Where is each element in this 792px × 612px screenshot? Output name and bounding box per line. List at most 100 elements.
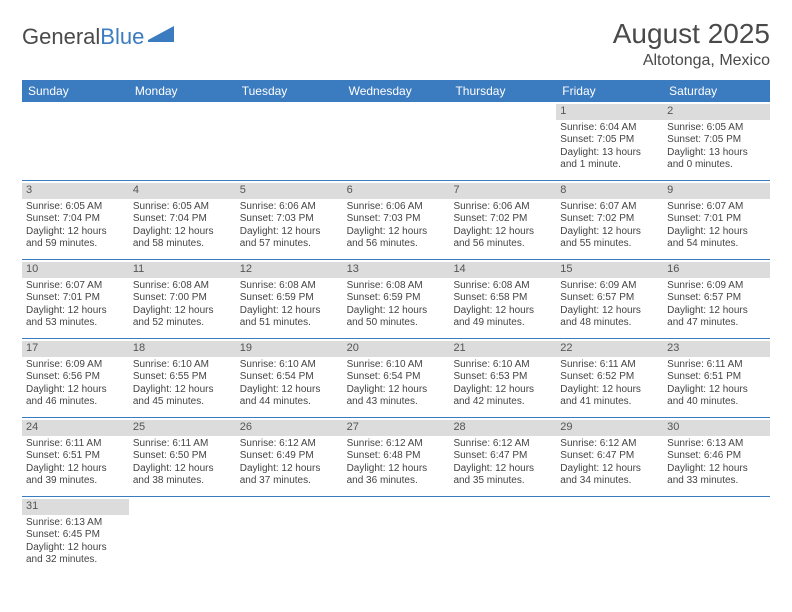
day-number: 20 xyxy=(343,341,450,357)
day-cell xyxy=(129,102,236,180)
day-cell: 19Sunrise: 6:10 AMSunset: 6:54 PMDayligh… xyxy=(236,339,343,417)
day-detail: Daylight: 12 hours xyxy=(560,305,659,318)
day-number: 2 xyxy=(663,104,770,120)
day-cell: 22Sunrise: 6:11 AMSunset: 6:52 PMDayligh… xyxy=(556,339,663,417)
day-number: 7 xyxy=(449,183,556,199)
day-detail: Sunrise: 6:09 AM xyxy=(667,280,766,293)
day-detail: Sunset: 6:46 PM xyxy=(667,450,766,463)
day-detail: and 34 minutes. xyxy=(560,475,659,488)
day-detail: Sunset: 7:01 PM xyxy=(26,292,125,305)
day-detail: Daylight: 12 hours xyxy=(560,463,659,476)
day-detail: Daylight: 12 hours xyxy=(560,384,659,397)
day-detail: Sunset: 6:48 PM xyxy=(347,450,446,463)
day-header: Friday xyxy=(556,80,663,102)
day-detail: Daylight: 12 hours xyxy=(347,384,446,397)
day-cell: 7Sunrise: 6:06 AMSunset: 7:02 PMDaylight… xyxy=(449,181,556,259)
day-detail: and 44 minutes. xyxy=(240,396,339,409)
day-detail: Sunset: 6:54 PM xyxy=(347,371,446,384)
day-detail: and 33 minutes. xyxy=(667,475,766,488)
day-detail: and 55 minutes. xyxy=(560,238,659,251)
day-detail: Sunset: 7:04 PM xyxy=(133,213,232,226)
day-cell xyxy=(129,497,236,575)
day-cell: 24Sunrise: 6:11 AMSunset: 6:51 PMDayligh… xyxy=(22,418,129,496)
day-number: 26 xyxy=(236,420,343,436)
day-cell: 21Sunrise: 6:10 AMSunset: 6:53 PMDayligh… xyxy=(449,339,556,417)
day-detail: Sunset: 7:03 PM xyxy=(240,213,339,226)
day-detail: Sunrise: 6:09 AM xyxy=(560,280,659,293)
day-cell: 29Sunrise: 6:12 AMSunset: 6:47 PMDayligh… xyxy=(556,418,663,496)
day-number: 14 xyxy=(449,262,556,278)
logo-text-1: General xyxy=(22,24,100,50)
day-detail: Sunset: 6:56 PM xyxy=(26,371,125,384)
day-detail: Sunset: 6:58 PM xyxy=(453,292,552,305)
day-detail: and 36 minutes. xyxy=(347,475,446,488)
day-detail: Sunrise: 6:08 AM xyxy=(347,280,446,293)
week-row: 10Sunrise: 6:07 AMSunset: 7:01 PMDayligh… xyxy=(22,260,770,339)
day-detail: Daylight: 12 hours xyxy=(133,384,232,397)
day-number: 10 xyxy=(22,262,129,278)
day-cell xyxy=(343,497,450,575)
day-detail: Daylight: 13 hours xyxy=(560,147,659,160)
week-row: 17Sunrise: 6:09 AMSunset: 6:56 PMDayligh… xyxy=(22,339,770,418)
logo-text-2: Blue xyxy=(100,24,144,50)
day-detail: Sunset: 6:49 PM xyxy=(240,450,339,463)
day-detail: Sunset: 6:47 PM xyxy=(453,450,552,463)
day-number: 17 xyxy=(22,341,129,357)
weeks-container: 1Sunrise: 6:04 AMSunset: 7:05 PMDaylight… xyxy=(22,102,770,575)
day-cell: 9Sunrise: 6:07 AMSunset: 7:01 PMDaylight… xyxy=(663,181,770,259)
day-number: 16 xyxy=(663,262,770,278)
day-number: 1 xyxy=(556,104,663,120)
month-title: August 2025 xyxy=(613,18,770,50)
day-detail: Daylight: 12 hours xyxy=(560,226,659,239)
day-detail: and 48 minutes. xyxy=(560,317,659,330)
day-cell: 3Sunrise: 6:05 AMSunset: 7:04 PMDaylight… xyxy=(22,181,129,259)
day-detail: Daylight: 12 hours xyxy=(240,463,339,476)
day-cell: 23Sunrise: 6:11 AMSunset: 6:51 PMDayligh… xyxy=(663,339,770,417)
day-detail: Sunrise: 6:12 AM xyxy=(347,438,446,451)
day-detail: Sunset: 7:05 PM xyxy=(667,134,766,147)
day-detail: Sunrise: 6:06 AM xyxy=(347,201,446,214)
day-detail: Sunset: 6:50 PM xyxy=(133,450,232,463)
day-number: 18 xyxy=(129,341,236,357)
day-number: 29 xyxy=(556,420,663,436)
day-number: 24 xyxy=(22,420,129,436)
day-number: 27 xyxy=(343,420,450,436)
day-detail: Sunrise: 6:05 AM xyxy=(26,201,125,214)
day-detail: Sunset: 7:02 PM xyxy=(560,213,659,226)
day-number: 31 xyxy=(22,499,129,515)
day-detail: Sunset: 6:52 PM xyxy=(560,371,659,384)
day-detail: and 45 minutes. xyxy=(133,396,232,409)
day-detail: Daylight: 12 hours xyxy=(667,384,766,397)
day-cell: 16Sunrise: 6:09 AMSunset: 6:57 PMDayligh… xyxy=(663,260,770,338)
day-detail: Sunset: 6:57 PM xyxy=(560,292,659,305)
day-detail: Daylight: 12 hours xyxy=(26,463,125,476)
day-detail: Daylight: 12 hours xyxy=(240,384,339,397)
day-detail: Sunset: 6:59 PM xyxy=(347,292,446,305)
day-number: 3 xyxy=(22,183,129,199)
day-cell xyxy=(663,497,770,575)
day-detail: Daylight: 12 hours xyxy=(667,463,766,476)
week-row: 24Sunrise: 6:11 AMSunset: 6:51 PMDayligh… xyxy=(22,418,770,497)
day-detail: Daylight: 12 hours xyxy=(26,384,125,397)
day-cell: 20Sunrise: 6:10 AMSunset: 6:54 PMDayligh… xyxy=(343,339,450,417)
day-detail: and 56 minutes. xyxy=(347,238,446,251)
day-cell: 26Sunrise: 6:12 AMSunset: 6:49 PMDayligh… xyxy=(236,418,343,496)
day-number: 25 xyxy=(129,420,236,436)
day-detail: Sunset: 6:51 PM xyxy=(667,371,766,384)
day-header: Wednesday xyxy=(343,80,450,102)
logo: GeneralBlue xyxy=(22,18,174,50)
day-detail: Sunrise: 6:13 AM xyxy=(26,517,125,530)
day-detail: Sunrise: 6:06 AM xyxy=(453,201,552,214)
day-detail: Sunrise: 6:12 AM xyxy=(560,438,659,451)
day-number: 12 xyxy=(236,262,343,278)
day-cell: 2Sunrise: 6:05 AMSunset: 7:05 PMDaylight… xyxy=(663,102,770,180)
day-number: 5 xyxy=(236,183,343,199)
day-detail: Daylight: 12 hours xyxy=(133,463,232,476)
day-detail: Sunrise: 6:06 AM xyxy=(240,201,339,214)
day-detail: Sunset: 7:00 PM xyxy=(133,292,232,305)
day-detail: Sunrise: 6:05 AM xyxy=(133,201,232,214)
day-detail: Sunset: 7:01 PM xyxy=(667,213,766,226)
day-cell xyxy=(449,102,556,180)
day-detail: Daylight: 12 hours xyxy=(453,384,552,397)
day-number: 9 xyxy=(663,183,770,199)
